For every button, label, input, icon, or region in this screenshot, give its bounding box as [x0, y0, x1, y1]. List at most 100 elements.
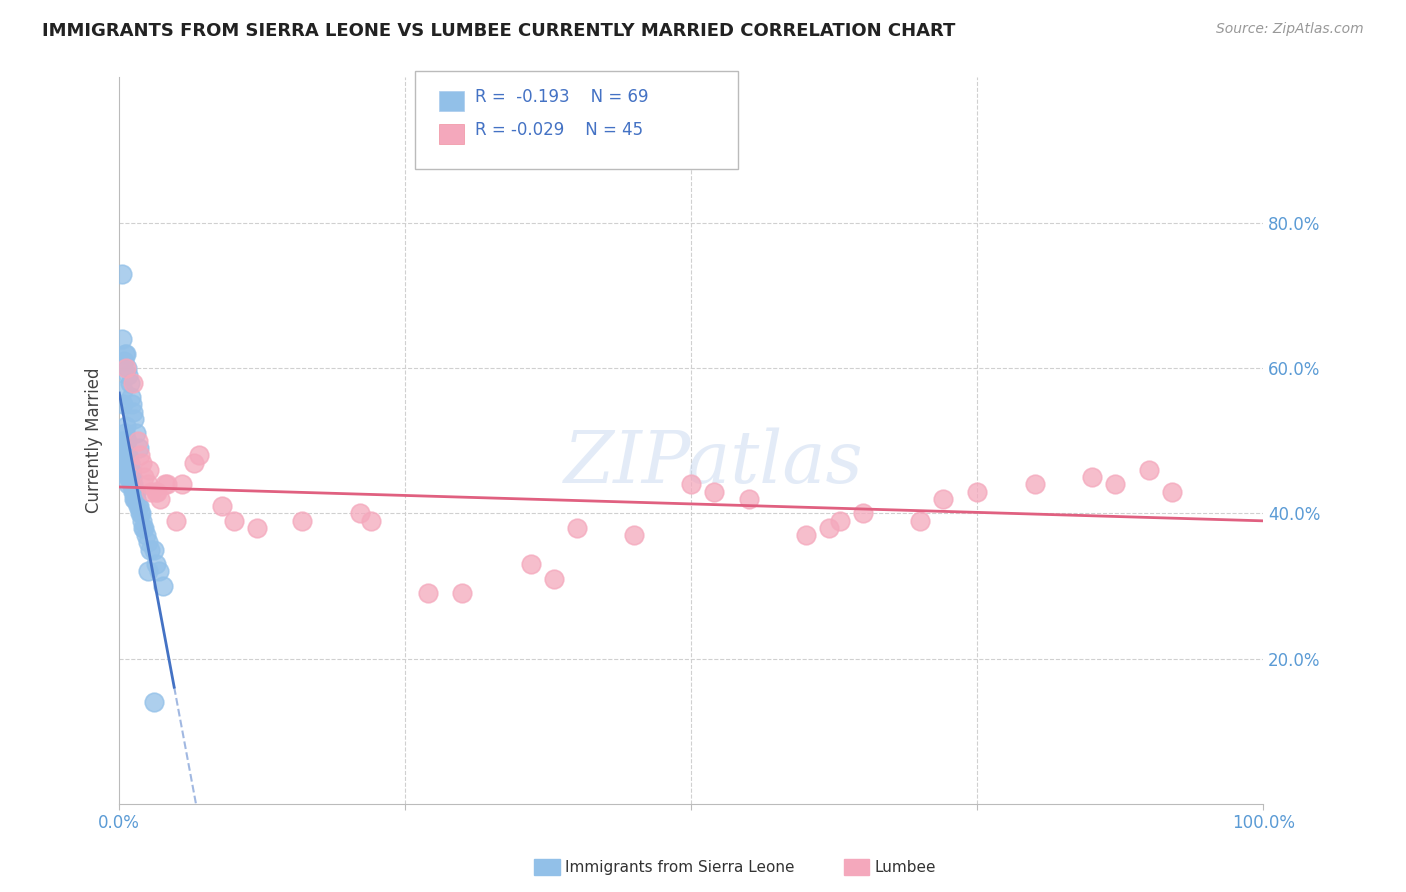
Point: [122, 376, 145, 390]
Point: [136, 565, 159, 579]
Point: [817, 521, 839, 535]
Point: [211, 499, 233, 513]
Point: [111, 397, 134, 411]
Point: [120, 390, 142, 404]
Point: [110, 332, 132, 346]
Point: [131, 456, 153, 470]
Point: [966, 484, 988, 499]
Point: [125, 426, 148, 441]
Point: [152, 579, 174, 593]
Point: [117, 463, 139, 477]
Point: [166, 514, 188, 528]
Point: [128, 441, 150, 455]
Point: [932, 491, 955, 506]
Point: [149, 491, 172, 506]
Point: [118, 463, 141, 477]
Point: [623, 528, 645, 542]
Point: [122, 484, 145, 499]
Point: [156, 477, 179, 491]
Point: [122, 491, 145, 506]
Point: [543, 572, 565, 586]
Point: [349, 507, 371, 521]
Text: R = -0.029    N = 45: R = -0.029 N = 45: [475, 121, 644, 139]
Point: [520, 558, 543, 572]
Point: [122, 484, 145, 499]
Point: [565, 521, 588, 535]
Point: [681, 477, 703, 491]
Point: [122, 404, 145, 418]
Point: [115, 419, 138, 434]
Point: [188, 448, 211, 462]
Point: [1137, 463, 1160, 477]
Point: [127, 499, 149, 513]
Point: [128, 507, 150, 521]
Point: [828, 514, 851, 528]
Point: [115, 456, 138, 470]
Point: [145, 558, 167, 572]
Point: [115, 361, 138, 376]
Point: [114, 441, 136, 455]
Point: [122, 477, 145, 491]
Point: [114, 456, 136, 470]
Point: [114, 463, 136, 477]
Point: [112, 434, 135, 448]
Point: [112, 353, 135, 368]
Point: [128, 499, 150, 513]
Point: [138, 463, 160, 477]
Point: [118, 470, 141, 484]
Point: [121, 477, 143, 491]
Point: [1080, 470, 1102, 484]
Point: [121, 470, 143, 484]
Point: [111, 448, 134, 462]
Point: [115, 448, 138, 462]
Point: [110, 267, 132, 281]
Point: [124, 491, 146, 506]
Point: [111, 434, 134, 448]
Point: [183, 456, 205, 470]
Point: [145, 484, 167, 499]
Y-axis label: Currently Married: Currently Married: [86, 368, 103, 514]
Point: [115, 346, 138, 360]
Point: [117, 477, 139, 491]
Point: [1024, 477, 1046, 491]
Point: [172, 477, 194, 491]
Point: [135, 528, 157, 542]
Text: Lumbee: Lumbee: [875, 860, 936, 874]
Text: R =  -0.193    N = 69: R = -0.193 N = 69: [475, 88, 648, 106]
Point: [134, 521, 156, 535]
Point: [112, 441, 135, 455]
Point: [114, 346, 136, 360]
Point: [142, 542, 165, 557]
Point: [222, 514, 245, 528]
Point: [120, 477, 142, 491]
Point: [121, 397, 143, 411]
Point: [852, 507, 875, 521]
Point: [114, 426, 136, 441]
Point: [118, 456, 141, 470]
Point: [737, 491, 759, 506]
Point: [134, 470, 156, 484]
Point: [117, 448, 139, 462]
Point: [451, 586, 474, 600]
Point: [153, 477, 176, 491]
Text: IMMIGRANTS FROM SIERRA LEONE VS LUMBEE CURRENTLY MARRIED CORRELATION CHART: IMMIGRANTS FROM SIERRA LEONE VS LUMBEE C…: [42, 22, 956, 40]
Point: [1160, 484, 1182, 499]
Point: [148, 565, 170, 579]
Point: [132, 521, 155, 535]
Point: [128, 448, 150, 462]
Point: [115, 434, 138, 448]
Point: [142, 695, 165, 709]
Point: [125, 484, 148, 499]
Text: Source: ZipAtlas.com: Source: ZipAtlas.com: [1216, 22, 1364, 37]
Point: [136, 477, 159, 491]
Point: [112, 456, 135, 470]
Text: Immigrants from Sierra Leone: Immigrants from Sierra Leone: [565, 860, 794, 874]
Point: [136, 535, 159, 549]
Point: [120, 470, 142, 484]
Point: [118, 376, 141, 390]
Point: [127, 434, 149, 448]
Point: [703, 484, 725, 499]
Point: [117, 448, 139, 462]
Point: [125, 491, 148, 506]
Point: [111, 383, 134, 397]
